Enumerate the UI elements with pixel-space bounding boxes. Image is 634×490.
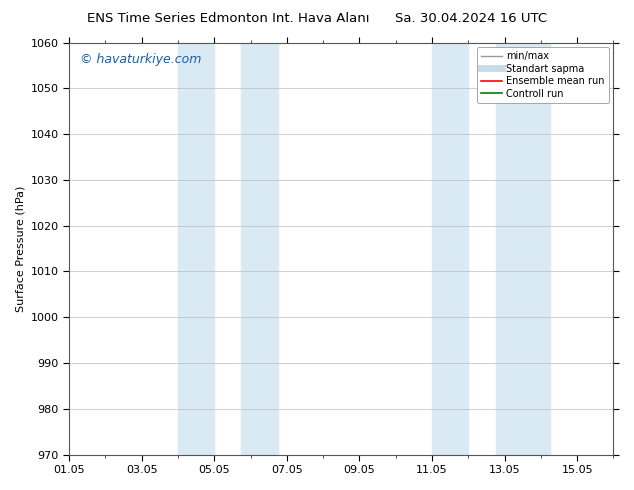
Legend: min/max, Standart sapma, Ensemble mean run, Controll run: min/max, Standart sapma, Ensemble mean r… <box>477 48 609 102</box>
Bar <box>178 43 214 455</box>
Bar <box>496 43 550 455</box>
Bar <box>242 43 278 455</box>
Text: ENS Time Series Edmonton Int. Hava Alanı      Sa. 30.04.2024 16 UTC: ENS Time Series Edmonton Int. Hava Alanı… <box>87 12 547 25</box>
Text: © havaturkiye.com: © havaturkiye.com <box>80 53 202 66</box>
Bar <box>432 43 469 455</box>
Y-axis label: Surface Pressure (hPa): Surface Pressure (hPa) <box>15 185 25 312</box>
